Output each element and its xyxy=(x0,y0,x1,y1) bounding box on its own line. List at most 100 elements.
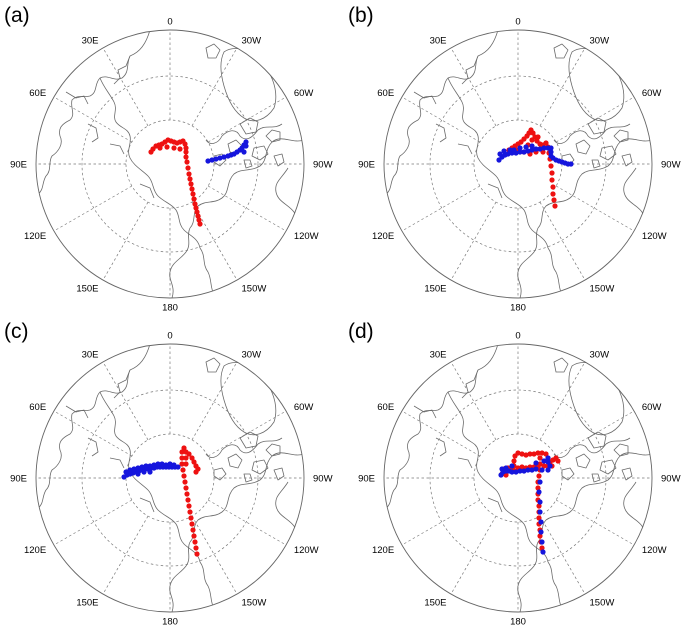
blue-track-point xyxy=(548,145,554,151)
latitude-circle xyxy=(125,433,215,523)
blue-track-point xyxy=(536,489,542,495)
red-track-point xyxy=(543,451,549,457)
map-panel: 0 30E 30W 60E 60W 90E 90W 120E 120W 150E 150W 180 xyxy=(358,17,680,314)
red-track-point xyxy=(188,181,194,187)
red-track-point xyxy=(190,191,196,197)
blue-track-point xyxy=(541,458,547,464)
blue-track-point xyxy=(540,549,546,555)
red-track-point xyxy=(541,463,547,469)
longitude-label: 30E xyxy=(82,350,99,361)
red-track-point xyxy=(531,451,537,457)
red-track-point xyxy=(179,455,185,461)
red-track-point xyxy=(539,450,545,456)
map-panel: 0 30E 30W 60E 60W 90E 90W 120E 120W 150E 150W 180 xyxy=(10,331,332,628)
blue-track-point xyxy=(163,462,169,468)
longitude-label: 30W xyxy=(242,36,262,47)
latitude-circle xyxy=(473,119,563,209)
red-track-point xyxy=(177,146,183,152)
meridian-line xyxy=(102,515,149,595)
latitude-circle xyxy=(81,75,259,253)
blue-track-point xyxy=(505,151,511,157)
red-track-point xyxy=(537,533,543,539)
blue-track-point xyxy=(243,139,249,145)
red-track-point xyxy=(184,159,190,165)
longitude-label: 150E xyxy=(424,597,446,608)
red-track-point xyxy=(539,545,545,551)
longitude-label: 150W xyxy=(242,597,267,608)
blue-track-point xyxy=(538,519,544,525)
red-track-point xyxy=(183,145,189,151)
longitude-label: 150W xyxy=(590,597,615,608)
longitude-label: 90E xyxy=(10,160,27,171)
red-track-point xyxy=(185,165,191,171)
red-track-point xyxy=(183,154,189,160)
latitude-circle xyxy=(81,389,259,567)
longitude-label: 30W xyxy=(242,350,262,361)
longitude-label: 0 xyxy=(515,331,520,342)
longitude-label: 30E xyxy=(82,36,99,47)
latitude-circle xyxy=(473,433,563,523)
longitude-label: 120E xyxy=(24,545,46,556)
meridian-line xyxy=(207,185,287,232)
meridian-line xyxy=(102,201,149,281)
map-boundary xyxy=(383,29,653,299)
panel-letter: (c) xyxy=(4,320,29,343)
red-track-point xyxy=(195,466,201,472)
blue-track-point xyxy=(123,469,129,475)
blue-track-point xyxy=(509,469,515,475)
red-track-point xyxy=(193,205,199,211)
blue-track-point xyxy=(499,466,505,472)
longitude-label: 60E xyxy=(29,402,46,413)
blue-track-point xyxy=(143,463,149,469)
blue-track-point xyxy=(523,144,529,150)
red-track-point xyxy=(171,145,177,151)
longitude-label: 90E xyxy=(358,474,375,485)
meridian-line xyxy=(539,201,586,281)
blue-track-point xyxy=(139,464,145,470)
blue-track-point xyxy=(521,468,527,474)
red-track-point xyxy=(527,451,533,457)
blue-track-point xyxy=(539,467,545,473)
blue-track-point xyxy=(151,462,157,468)
latitude-circle xyxy=(125,119,215,209)
blue-track-point xyxy=(547,463,553,469)
blue-track-point xyxy=(541,145,547,151)
longitude-label: 60W xyxy=(642,402,662,413)
red-track-point xyxy=(515,450,521,456)
blue-track-point xyxy=(241,149,247,155)
meridian-line xyxy=(450,47,497,127)
meridian-line xyxy=(539,361,586,441)
red-track-point xyxy=(187,509,193,515)
blue-track-point xyxy=(529,467,535,473)
meridian-line xyxy=(401,185,481,232)
red-track-point xyxy=(191,196,197,202)
longitude-label: 30W xyxy=(590,350,610,361)
latitude-circle xyxy=(429,75,607,253)
red-track-point xyxy=(194,551,200,557)
blue-track-point xyxy=(155,461,161,467)
red-track-point xyxy=(551,197,557,203)
red-track-point xyxy=(536,503,542,509)
longitude-label: 60E xyxy=(377,402,394,413)
blue-track-point xyxy=(213,156,219,162)
longitude-label: 180 xyxy=(510,617,526,628)
map-boundary xyxy=(35,29,305,299)
red-track-point xyxy=(183,455,189,461)
meridian-line xyxy=(191,47,238,127)
longitude-label: 60W xyxy=(294,88,314,99)
map-panel: 0 30E 30W 60E 60W 90E 90W 120E 120W 150E 150W 180 xyxy=(358,331,680,628)
red-track-point xyxy=(536,473,542,479)
meridian-line xyxy=(539,47,586,127)
red-track-point xyxy=(188,515,194,521)
meridian-line xyxy=(207,499,287,546)
meridian-line xyxy=(555,96,635,143)
red-track-point xyxy=(550,191,556,197)
longitude-label: 150W xyxy=(590,283,615,294)
blue-track-point xyxy=(503,465,509,471)
red-track-point xyxy=(552,203,558,209)
red-track-point xyxy=(183,149,189,155)
longitude-label: 120E xyxy=(372,545,394,556)
longitude-label: 120W xyxy=(642,231,667,242)
blue-track-point xyxy=(175,464,181,470)
red-track-point xyxy=(549,170,555,176)
